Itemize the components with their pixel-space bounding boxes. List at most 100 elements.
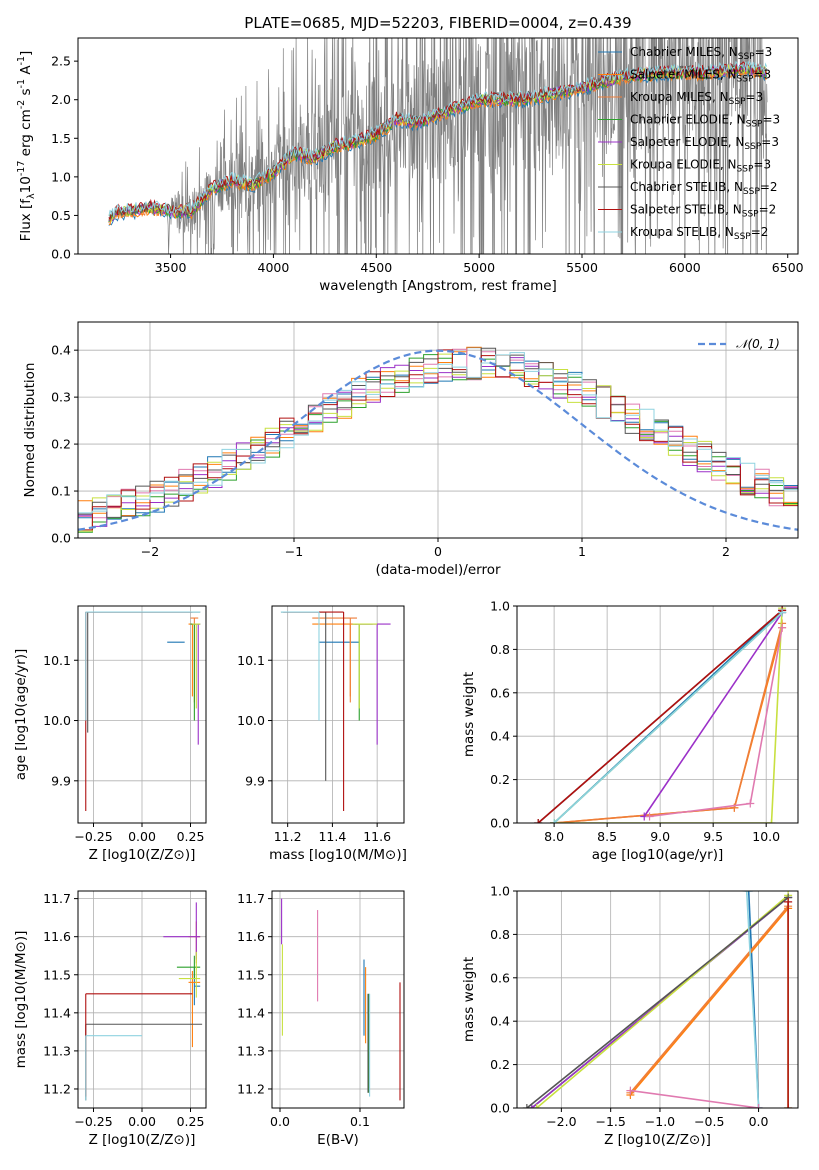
y-tick-label: 10.1 (237, 653, 265, 668)
x-tick-label: −2.0 (546, 1114, 576, 1129)
axes-frame (77, 321, 799, 539)
legend-nssp-value: =3 (753, 68, 771, 82)
x-axis-label: (data-model)/error (375, 562, 501, 578)
error-bar (85, 611, 201, 721)
x-tick-label: 8.0 (544, 829, 564, 844)
x-tick-label: 11.2 (274, 829, 302, 844)
x-tick-label: −0.25 (74, 829, 112, 844)
mass-weight-marker (645, 812, 654, 821)
y-axis-label-part: Flux [f (18, 198, 34, 242)
y-tick-label: 1.0 (51, 169, 71, 184)
x-tick-label: −0.5 (694, 1114, 724, 1129)
error-bar (280, 611, 320, 721)
error-bar (163, 902, 201, 960)
legend-series-name: Salpeter STELIB, N (630, 203, 742, 217)
error-bar (188, 970, 201, 1048)
axes-frame (271, 890, 405, 1109)
error-bar (312, 617, 358, 703)
y-tick-label: 10.0 (237, 713, 265, 728)
y-tick-label: 11.5 (43, 967, 71, 982)
error-bar (193, 967, 201, 1006)
age-vs-Z-axes: −0.25 0.00 0.25 9.9 10.0 10.1 (43, 606, 206, 844)
legend-nssp-value: =3 (761, 135, 779, 149)
y-tick-label: 0.4 (490, 1014, 510, 1029)
mass-vs-EBV-axes: 0.0 0.1 11.2 11.3 11.4 11.5 11.6 11.7 (237, 891, 404, 1129)
legend-nssp-sub: SSP (734, 232, 751, 242)
legend-nssp-sub: SSP (746, 120, 763, 130)
legend-nssp-value: =2 (759, 203, 777, 217)
legend-nssp-value: =3 (746, 90, 764, 104)
legend-entry: 𝒩(0, 1) (736, 337, 780, 351)
mass-weight-line (553, 611, 783, 823)
mass-weight-marker (550, 819, 559, 823)
y-tick-label: 0.6 (490, 970, 510, 985)
legend-entry: Kroupa MILES, NSSP=3 (630, 90, 763, 107)
legend-entry: Chabrier STELIB, NSSP=2 (630, 180, 778, 197)
y-tick-label: 0.3 (51, 390, 71, 405)
y-tick-label: 0.0 (51, 247, 71, 262)
y-tick-label: 11.5 (237, 967, 265, 982)
mass-weight-marker (778, 623, 787, 632)
x-tick-label: 5500 (566, 260, 598, 275)
error-bar (85, 993, 193, 1097)
mass-weight-line (649, 627, 783, 818)
mass-vs-Z-axes: −0.25 0.00 0.25 11.2 11.3 11.4 11.5 11.6 11.7 (43, 891, 206, 1129)
legend-series-name: Chabrier STELIB, N (630, 180, 743, 194)
y-tick-label: 11.7 (43, 891, 71, 906)
mass-weight-marker (767, 819, 776, 823)
error-bar (352, 623, 373, 721)
axes-frame (77, 890, 207, 1109)
legend-nssp-sub: SSP (737, 165, 754, 175)
x-tick-label: 0.00 (128, 829, 156, 844)
y-axis-label-part: ] (18, 51, 34, 56)
x-tick-label: 8.5 (597, 829, 617, 844)
x-tick-label: 4000 (258, 260, 290, 275)
x-tick-label: 0.25 (177, 829, 205, 844)
observed-spectrum (108, 38, 768, 254)
y-tick-label: 0.1 (51, 484, 71, 499)
axes-frame (516, 605, 799, 824)
mass-weight-marker (744, 891, 753, 895)
y-axis-label: Flux [fλ10-17 erg cm-2 s-1 A-1] (16, 51, 37, 242)
y-axis-label: mass weight (461, 672, 477, 757)
x-tick-label: 6500 (772, 260, 804, 275)
axes-frame (271, 605, 405, 824)
mass-weight-line (554, 623, 783, 823)
legend-nssp-sub: SSP (742, 210, 759, 220)
model-spectrum-line (108, 60, 768, 218)
mass-weight-marker (742, 891, 751, 895)
legend-series-name: Salpeter MILES, N (630, 68, 737, 82)
axes-frame (77, 605, 207, 824)
x-tick-label: 0.25 (177, 1114, 205, 1129)
y-tick-label: 11.6 (237, 929, 265, 944)
x-tick-label: 0.0 (749, 1114, 769, 1129)
legend-entry: Salpeter MILES, NSSP=3 (630, 68, 771, 85)
x-tick-label: 0.1 (350, 1114, 370, 1129)
x-axis-label: wavelength [Angstrom, rest frame] (319, 278, 557, 294)
y-tick-label: 0.8 (490, 927, 510, 942)
x-tick-label: 2 (722, 544, 730, 559)
legend-nssp-value: =3 (753, 158, 771, 172)
mass-weight-line (554, 608, 783, 823)
error-bar (194, 623, 201, 745)
y-tick-label: 0.4 (51, 343, 71, 358)
legend-nssp-sub: SSP (744, 142, 761, 152)
x-tick-label: −0.25 (74, 1114, 112, 1129)
spectrum-axes: 3500 4000 4500 5000 5500 6000 6500 0.0 0.5 1.0 1.5… (51, 54, 804, 275)
y-tick-label: 2.5 (51, 54, 71, 69)
x-tick-label: 0.0 (270, 1114, 290, 1129)
mass-weight-marker (778, 608, 787, 617)
x-axis-label: age [log10(age/yr)] (592, 847, 724, 863)
x-tick-label: 4500 (360, 260, 392, 275)
y-axis-label-part: -1 (16, 56, 27, 65)
x-axis-label: mass [log10(M/M⊙)] (269, 847, 407, 863)
x-tick-label: −1 (285, 544, 303, 559)
legend-series-name: Chabrier ELODIE, N (630, 113, 746, 127)
y-axis-label-part: 10 (18, 176, 34, 193)
y-tick-label: 1.5 (51, 131, 71, 146)
y-tick-label: 11.7 (237, 891, 265, 906)
mass-weight-line (554, 627, 783, 823)
x-tick-label: 5000 (463, 260, 495, 275)
error-bar (87, 611, 201, 733)
